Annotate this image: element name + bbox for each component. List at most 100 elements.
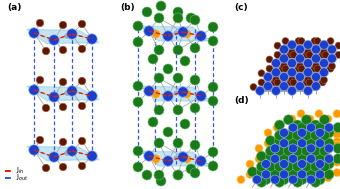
- Circle shape: [144, 86, 154, 96]
- Circle shape: [154, 73, 164, 83]
- Circle shape: [64, 33, 70, 39]
- Circle shape: [279, 139, 289, 148]
- Circle shape: [309, 155, 317, 163]
- Circle shape: [296, 53, 304, 60]
- Circle shape: [306, 128, 316, 138]
- Circle shape: [310, 120, 321, 130]
- Circle shape: [328, 63, 336, 70]
- Circle shape: [284, 136, 293, 146]
- Circle shape: [266, 151, 275, 161]
- Circle shape: [256, 167, 267, 177]
- Circle shape: [256, 177, 267, 187]
- Circle shape: [274, 51, 281, 58]
- Circle shape: [290, 79, 297, 86]
- Circle shape: [208, 147, 218, 157]
- Circle shape: [298, 160, 306, 169]
- Circle shape: [303, 79, 310, 86]
- Circle shape: [274, 42, 281, 49]
- Circle shape: [270, 174, 278, 182]
- Circle shape: [29, 85, 39, 95]
- Circle shape: [289, 76, 295, 83]
- Circle shape: [180, 119, 190, 129]
- Circle shape: [298, 128, 306, 137]
- Circle shape: [272, 59, 280, 68]
- Circle shape: [237, 176, 245, 184]
- Circle shape: [266, 162, 275, 172]
- Circle shape: [190, 140, 200, 150]
- Circle shape: [279, 158, 287, 166]
- Polygon shape: [27, 86, 99, 101]
- Circle shape: [163, 31, 173, 41]
- Circle shape: [298, 38, 305, 45]
- Circle shape: [304, 59, 312, 68]
- Circle shape: [306, 175, 316, 184]
- Circle shape: [266, 146, 275, 156]
- Circle shape: [297, 175, 307, 185]
- Circle shape: [288, 68, 296, 77]
- Circle shape: [78, 137, 86, 145]
- Circle shape: [173, 170, 183, 180]
- Circle shape: [266, 136, 275, 146]
- Circle shape: [78, 20, 86, 28]
- Circle shape: [246, 170, 254, 178]
- Circle shape: [290, 70, 297, 77]
- Circle shape: [291, 176, 299, 184]
- Circle shape: [154, 105, 164, 115]
- Circle shape: [279, 56, 286, 63]
- Circle shape: [324, 153, 332, 161]
- Circle shape: [306, 153, 314, 161]
- Circle shape: [183, 90, 191, 98]
- Circle shape: [173, 13, 183, 23]
- Circle shape: [289, 123, 298, 132]
- Circle shape: [291, 124, 299, 132]
- Circle shape: [190, 43, 200, 53]
- Circle shape: [282, 160, 290, 168]
- Circle shape: [310, 177, 321, 187]
- Circle shape: [255, 144, 263, 152]
- Circle shape: [333, 158, 340, 166]
- Circle shape: [324, 146, 332, 154]
- Circle shape: [163, 127, 173, 137]
- Circle shape: [271, 144, 279, 153]
- Circle shape: [310, 146, 321, 156]
- Circle shape: [261, 170, 271, 179]
- Circle shape: [264, 170, 272, 178]
- Circle shape: [36, 76, 44, 84]
- Circle shape: [190, 103, 200, 113]
- Circle shape: [282, 139, 290, 147]
- Circle shape: [319, 42, 326, 49]
- Circle shape: [67, 29, 77, 39]
- Circle shape: [309, 124, 317, 132]
- Circle shape: [274, 151, 285, 161]
- Circle shape: [284, 115, 293, 125]
- Circle shape: [288, 143, 296, 151]
- Circle shape: [279, 73, 289, 81]
- Circle shape: [297, 154, 307, 164]
- Circle shape: [270, 169, 280, 179]
- Circle shape: [49, 92, 59, 102]
- Circle shape: [310, 162, 321, 172]
- Circle shape: [289, 154, 298, 163]
- Circle shape: [315, 169, 323, 177]
- Circle shape: [173, 90, 179, 96]
- Circle shape: [279, 141, 287, 149]
- Circle shape: [306, 115, 314, 123]
- Circle shape: [133, 146, 143, 156]
- Circle shape: [287, 70, 294, 77]
- Circle shape: [196, 156, 206, 166]
- Circle shape: [274, 136, 285, 146]
- Circle shape: [315, 137, 323, 146]
- Circle shape: [327, 38, 334, 45]
- Circle shape: [324, 169, 334, 179]
- Circle shape: [273, 124, 281, 132]
- Circle shape: [64, 150, 70, 156]
- Circle shape: [270, 159, 280, 169]
- Circle shape: [321, 49, 327, 56]
- Circle shape: [298, 65, 305, 72]
- Circle shape: [300, 160, 308, 168]
- Circle shape: [261, 175, 271, 185]
- Circle shape: [324, 128, 334, 138]
- Circle shape: [196, 91, 206, 101]
- Circle shape: [310, 130, 321, 140]
- Circle shape: [298, 56, 305, 63]
